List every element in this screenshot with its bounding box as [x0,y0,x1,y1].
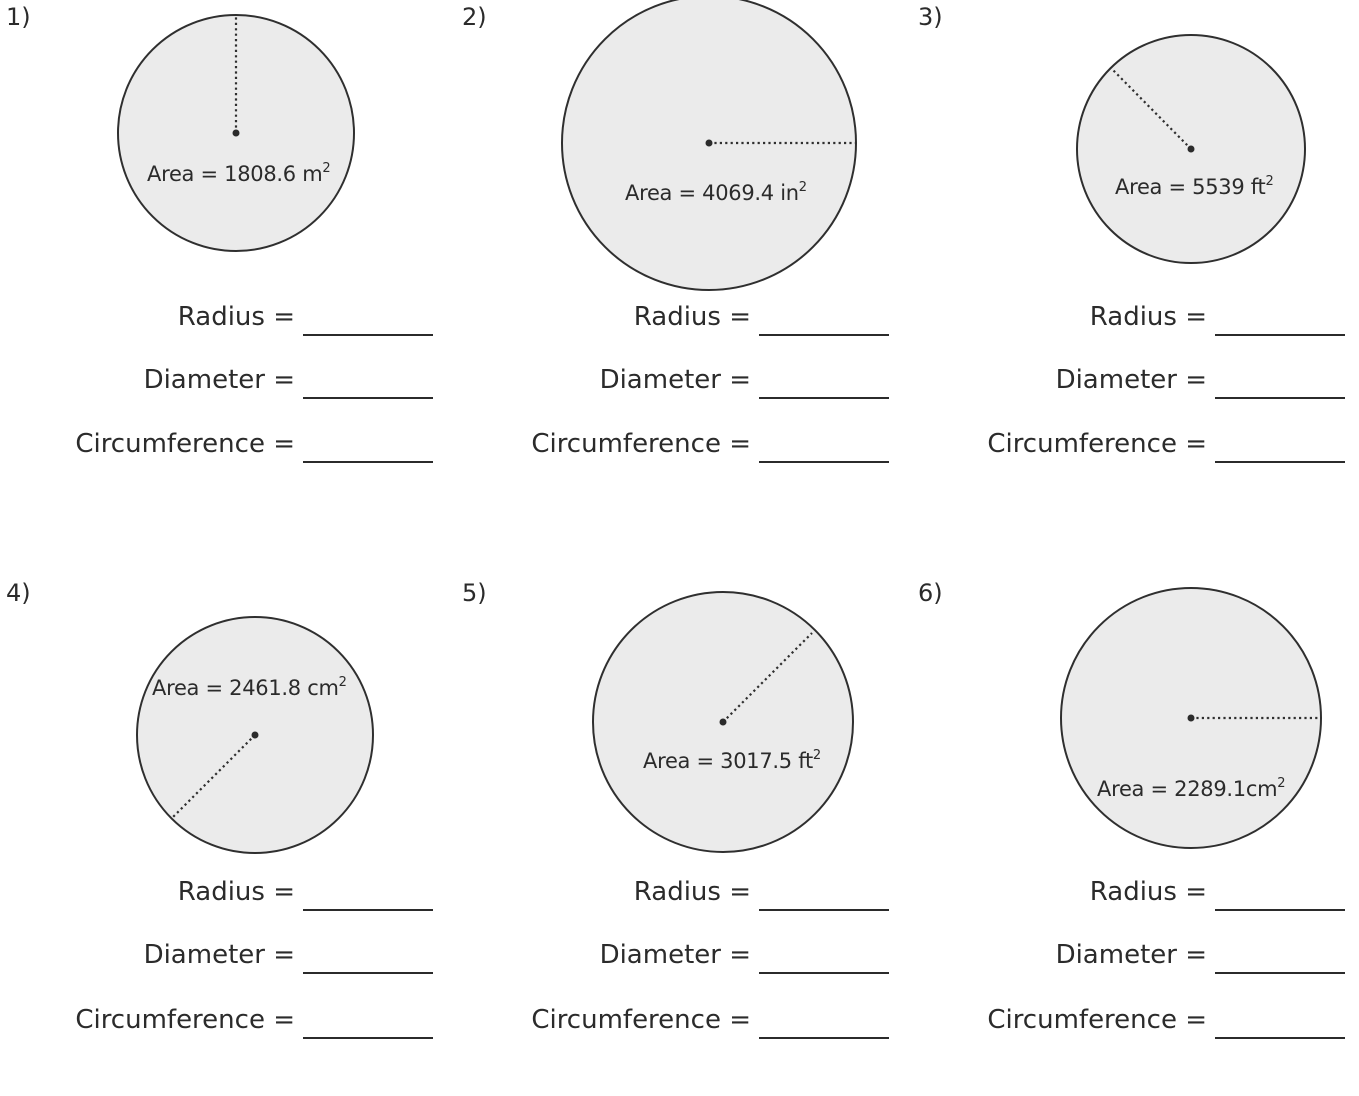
area-label: Area = 2461.8 cm2 [152,675,347,700]
circle-figure [136,616,374,854]
exponent: 2 [338,675,347,690]
circle-figure [1076,34,1306,264]
radius-label: Radius = [1089,302,1207,332]
radius-row: Radius = [0,873,445,913]
radius-row: Radius = [912,873,1357,913]
circumference-label: Circumference = [531,1005,751,1035]
circumference-row: Circumference = [456,425,901,465]
radius-answer-blank[interactable] [303,334,433,336]
circumference-answer-blank[interactable] [303,1037,433,1039]
problem-3: 3) Area = 5539 ft2 Radius = Diameter = C… [912,0,1359,520]
circumference-row: Circumference = [912,425,1357,465]
area-label: Area = 1808.6 m2 [147,161,331,186]
diameter-row: Diameter = [456,936,901,976]
circumference-row: Circumference = [912,1001,1357,1041]
diameter-answer-blank[interactable] [303,972,433,974]
circumference-answer-blank[interactable] [759,461,889,463]
exponent: 2 [798,180,807,195]
problem-number: 2) [462,3,487,31]
diameter-answer-blank[interactable] [1215,397,1345,399]
diameter-answer-blank[interactable] [303,397,433,399]
problem-number: 6) [918,579,943,607]
circumference-label: Circumference = [75,1005,295,1035]
circumference-label: Circumference = [531,429,751,459]
diameter-row: Diameter = [0,361,445,401]
diameter-label: Diameter = [599,365,751,395]
exponent: 2 [1277,776,1286,791]
circumference-answer-blank[interactable] [1215,1037,1345,1039]
area-label: Area = 5539 ft2 [1115,174,1274,199]
diameter-label: Diameter = [599,940,751,970]
circle-figure [117,14,355,252]
radius-row: Radius = [456,298,901,338]
problem-6: 6) Area = 2289.1cm2 Radius = Diameter = … [912,576,1359,1096]
exponent: 2 [1265,174,1274,189]
problem-number: 3) [918,3,943,31]
diameter-row: Diameter = [456,361,901,401]
problem-2: 2) Area = 4069.4 in2 Radius = Diameter =… [456,0,909,520]
diameter-label: Diameter = [143,940,295,970]
problem-number: 1) [6,3,31,31]
radius-answer-blank[interactable] [1215,334,1345,336]
radius-line [171,734,256,819]
radius-answer-blank[interactable] [759,909,889,911]
radius-answer-blank[interactable] [759,334,889,336]
circumference-row: Circumference = [456,1001,901,1041]
circle-figure [592,591,854,853]
diameter-row: Diameter = [0,936,445,976]
circumference-answer-blank[interactable] [759,1037,889,1039]
center-point [1187,145,1195,153]
problem-5: 5) Area = 3017.5 ft2 Radius = Diameter =… [456,576,909,1096]
diameter-row: Diameter = [912,361,1357,401]
diameter-answer-blank[interactable] [759,397,889,399]
area-label: Area = 4069.4 in2 [625,180,807,205]
diameter-row: Diameter = [912,936,1357,976]
diameter-label: Diameter = [1055,365,1207,395]
area-label: Area = 3017.5 ft2 [643,748,821,773]
circumference-label: Circumference = [987,429,1207,459]
center-point [232,129,240,137]
problem-number: 4) [6,579,31,607]
exponent: 2 [812,748,821,763]
circle-figure [1060,587,1322,849]
circumference-label: Circumference = [75,429,295,459]
problem-number: 5) [462,579,487,607]
circumference-answer-blank[interactable] [303,461,433,463]
radius-label: Radius = [177,302,295,332]
diameter-label: Diameter = [143,365,295,395]
area-label: Area = 2289.1cm2 [1097,776,1286,801]
circumference-row: Circumference = [0,425,445,465]
radius-label: Radius = [633,877,751,907]
exponent: 2 [322,161,331,176]
radius-answer-blank[interactable] [1215,909,1345,911]
circumference-label: Circumference = [987,1005,1207,1035]
circumference-row: Circumference = [0,1001,445,1041]
circumference-answer-blank[interactable] [1215,461,1345,463]
diameter-answer-blank[interactable] [759,972,889,974]
center-point [1187,714,1195,722]
radius-answer-blank[interactable] [303,909,433,911]
circle-figure [561,0,857,291]
diameter-label: Diameter = [1055,940,1207,970]
radius-row: Radius = [456,873,901,913]
problem-4: 4) Area = 2461.8 cm2 Radius = Diameter =… [0,576,453,1096]
problem-1: 1) Area = 1808.6 m2 Radius = Diameter = … [0,0,453,520]
radius-label: Radius = [1089,877,1207,907]
radius-label: Radius = [633,302,751,332]
center-point [705,139,713,147]
center-point [719,718,727,726]
radius-label: Radius = [177,877,295,907]
radius-row: Radius = [0,298,445,338]
diameter-answer-blank[interactable] [1215,972,1345,974]
center-point [251,731,259,739]
radius-row: Radius = [912,298,1357,338]
